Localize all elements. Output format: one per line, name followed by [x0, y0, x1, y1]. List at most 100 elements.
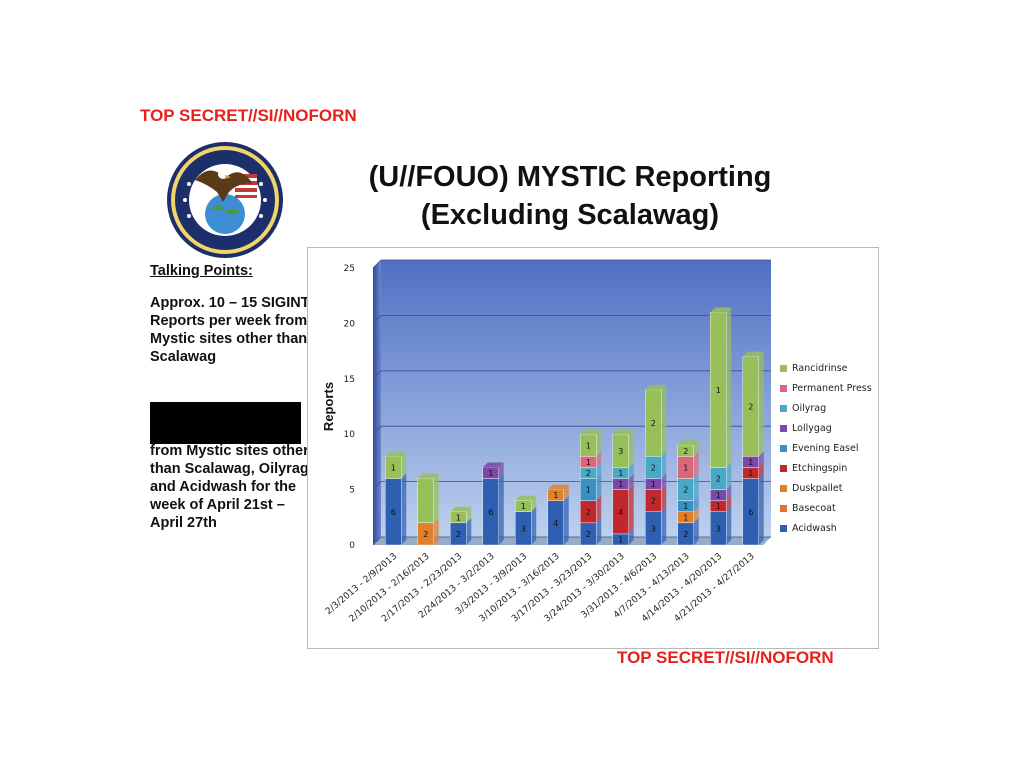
bar-segment — [580, 433, 597, 457]
bar-segment-side — [531, 495, 537, 512]
bar-data-label: 2 — [651, 497, 656, 506]
bar-segment-side — [401, 473, 407, 545]
bar-segment-side — [628, 429, 634, 468]
bar-segment-side — [726, 307, 732, 468]
bar-segment-side — [628, 473, 634, 490]
talking-point-bullet: Approx. 10 – 15 SIGINT Reports per week … — [150, 295, 310, 365]
bar-top — [645, 384, 667, 390]
y-tick-label: 15 — [344, 375, 355, 385]
bar-data-label: 6 — [391, 508, 396, 517]
legend-item: Basecoat — [780, 498, 872, 518]
bar-segment-side — [661, 451, 667, 479]
bar-segment-side — [531, 506, 537, 545]
y-tick-label: 20 — [344, 319, 356, 329]
bar-segment-side — [596, 462, 602, 479]
bar-data-label: 1 — [618, 469, 623, 478]
bar-segment-side — [693, 440, 699, 457]
legend-swatch — [780, 484, 787, 492]
y-tick-label: 25 — [344, 264, 355, 274]
bar-segment-side — [466, 517, 472, 545]
bar-data-label: 1 — [456, 513, 461, 522]
legend-label: Duskpallet — [792, 482, 843, 494]
chart-legend: Rancidrinse Permanent Press Oilyrag Lollyga… — [780, 358, 872, 538]
bar-top — [710, 307, 732, 313]
bar-top — [612, 429, 634, 435]
bar-data-label: 1 — [683, 463, 688, 472]
gridline-side — [372, 481, 382, 490]
bar-data-label: 1 — [716, 386, 721, 395]
bar-data-label: 2 — [586, 469, 591, 478]
legend-item: Rancidrinse — [780, 358, 872, 378]
bar-data-label: 1 — [618, 535, 623, 544]
bar-segment — [742, 356, 759, 457]
bar-segment-side — [433, 517, 439, 545]
bar-data-label: 6 — [488, 508, 493, 517]
bar-data-label: 1 — [586, 458, 591, 467]
bar-top — [450, 506, 472, 512]
y-tick-label: 5 — [349, 486, 355, 496]
bar-data-label: 6 — [748, 508, 753, 517]
bar-segment — [417, 478, 434, 524]
legend-label: Oilyrag — [792, 402, 827, 414]
bar-segment-side — [758, 351, 764, 457]
bar-segment-side — [661, 384, 667, 457]
bar-data-label: 3 — [521, 524, 526, 533]
gridline-side — [372, 259, 382, 269]
chart-back-wall — [381, 260, 771, 537]
legend-swatch — [780, 384, 787, 392]
legend-label: Acidwash — [792, 522, 837, 534]
bar-data-label: 1 — [586, 486, 591, 495]
y-axis-label: Reports — [321, 382, 336, 431]
gridline-side — [372, 536, 382, 546]
bar-segment-side — [596, 451, 602, 468]
bar-segment-side — [758, 451, 764, 468]
bar-data-label: 2 — [748, 403, 753, 412]
legend-swatch — [780, 464, 787, 472]
bar-data-label: 2 — [586, 508, 591, 517]
bar-data-label: 3 — [651, 524, 656, 533]
bar-segment-side — [726, 506, 732, 545]
bar-segment-side — [466, 506, 472, 523]
bar-segment-side — [596, 495, 602, 523]
redaction-block — [150, 402, 301, 444]
legend-label: Evening Easel — [792, 442, 859, 454]
talking-point-text: from Mystic sites other than Scalawag, O… — [150, 443, 313, 531]
bar-data-label: 2 — [651, 463, 656, 472]
bar-segment-side — [726, 495, 732, 512]
bar-segment-side — [433, 473, 439, 523]
bar-top — [417, 473, 439, 479]
chart-side-wall — [373, 260, 381, 545]
legend-item: Duskpallet — [780, 478, 872, 498]
bar-segment-side — [661, 473, 667, 490]
bar-data-label: 1 — [683, 502, 688, 511]
legend-label: Lollygag — [792, 422, 832, 434]
bar-segment-side — [693, 506, 699, 523]
bar-segment-side — [596, 517, 602, 545]
bar-segment-side — [628, 484, 634, 534]
talking-points: Talking Points: Approx. 10 – 15 SIGINT R… — [150, 262, 310, 366]
bar-segment-side — [661, 484, 667, 512]
bar-data-label: 1 — [651, 480, 656, 489]
bar-data-label: 1 — [748, 469, 753, 478]
bar-segment-side — [596, 429, 602, 457]
legend-label: Permanent Press — [792, 382, 872, 394]
bar-data-label: 1 — [716, 502, 721, 511]
bar-top — [385, 451, 407, 457]
bar-segment-side — [563, 484, 569, 501]
legend-item: Permanent Press — [780, 378, 872, 398]
bar-top — [677, 440, 699, 446]
legend-label: Rancidrinse — [792, 362, 848, 374]
bar-data-label: 1 — [488, 469, 493, 478]
bar-segment-side — [726, 462, 732, 490]
legend-label: Basecoat — [792, 502, 836, 514]
bar-segment — [710, 312, 727, 468]
bar-data-label: 2 — [456, 530, 461, 539]
gridline-side — [372, 370, 382, 380]
bar-segment-side — [628, 528, 634, 545]
legend-swatch — [780, 364, 787, 372]
legend-swatch — [780, 524, 787, 532]
bar-segment-side — [596, 473, 602, 501]
legend-item: Oilyrag — [780, 398, 872, 418]
y-tick-label: 10 — [344, 430, 356, 440]
